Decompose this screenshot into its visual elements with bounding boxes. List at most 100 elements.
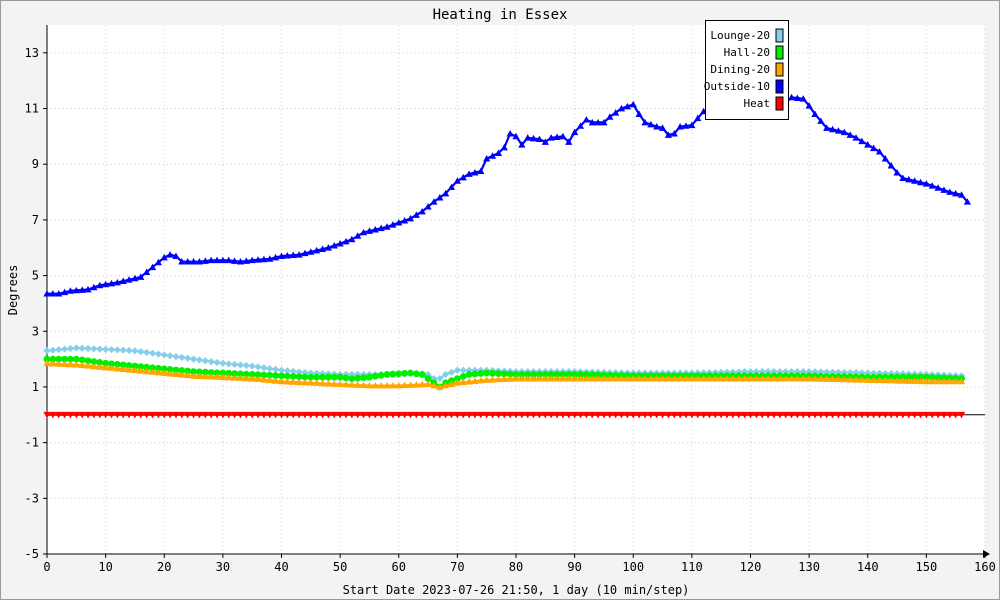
data-point: [307, 373, 315, 381]
data-point: [72, 411, 80, 419]
data-point: [459, 411, 467, 419]
data-point: [371, 381, 379, 389]
data-point: [729, 374, 737, 382]
data-point: [283, 411, 291, 419]
data-point: [201, 357, 209, 365]
data-point: [207, 358, 215, 366]
data-point: [143, 363, 151, 371]
data-point: [236, 361, 245, 369]
data-point: [102, 280, 110, 288]
data-point: [160, 369, 168, 376]
data-point: [266, 371, 274, 379]
data-point: [172, 366, 180, 374]
data-point: [354, 381, 362, 388]
data-point: [559, 132, 567, 140]
data-point: [365, 411, 374, 419]
data-point: [49, 411, 57, 419]
data-point: [231, 360, 239, 368]
data-point: [189, 258, 198, 265]
data-point: [424, 380, 432, 388]
data-point: [184, 371, 192, 379]
data-point: [289, 378, 297, 385]
data-point: [723, 368, 731, 376]
data-point: [354, 411, 362, 419]
data-point: [371, 226, 379, 233]
data-point: [283, 372, 291, 380]
data-point: [436, 374, 444, 383]
data-point: [735, 368, 743, 376]
data-point: [723, 411, 731, 419]
data-point: [266, 364, 274, 373]
data-point: [870, 376, 878, 384]
legend-label: Outside-10: [704, 80, 770, 93]
y-tick-label: 5: [32, 269, 39, 283]
data-point: [565, 374, 573, 382]
data-point: [641, 411, 649, 419]
data-point: [207, 373, 215, 380]
x-axis-label: Start Date 2023-07-26 21:50, 1 day (10 m…: [343, 583, 690, 597]
x-tick-label: 80: [509, 560, 523, 574]
data-point: [594, 118, 602, 126]
data-point: [811, 110, 819, 117]
data-point: [852, 134, 860, 141]
data-point: [612, 374, 620, 382]
data-point: [137, 363, 145, 371]
data-point: [119, 346, 127, 354]
data-point: [588, 374, 596, 382]
data-point: [260, 364, 268, 372]
data-point: [518, 141, 526, 148]
data-point: [148, 368, 157, 375]
data-point: [817, 411, 825, 419]
data-point: [881, 411, 889, 419]
data-point: [196, 368, 203, 376]
data-point: [500, 411, 508, 419]
data-point: [817, 117, 825, 124]
data-point: [952, 189, 960, 197]
data-point: [301, 249, 309, 257]
data-point: [746, 374, 755, 382]
data-point: [799, 374, 807, 382]
data-point: [870, 411, 878, 419]
data-point: [84, 285, 92, 293]
legend-swatch: [775, 62, 784, 77]
data-point: [272, 253, 280, 261]
data-point: [506, 370, 514, 378]
data-point: [113, 278, 121, 286]
data-point: [49, 359, 57, 367]
data-point: [172, 370, 180, 378]
data-point: [125, 411, 133, 419]
data-point: [354, 232, 362, 239]
data-point: [811, 411, 819, 419]
data-point: [72, 344, 80, 352]
data-point: [963, 198, 972, 205]
data-point: [143, 367, 151, 375]
data-point: [512, 132, 520, 140]
data-point: [395, 381, 403, 389]
data-point: [911, 177, 919, 184]
data-point: [49, 346, 57, 354]
data-point: [899, 174, 907, 182]
data-point: [160, 411, 168, 419]
data-point: [137, 273, 145, 280]
data-point: [266, 411, 274, 419]
x-tick-label: 110: [681, 560, 703, 574]
legend: Lounge-20 Hall-20 Dining-20 Outside-10 Heat: [704, 20, 789, 120]
data-point: [887, 376, 895, 384]
data-point: [383, 371, 391, 378]
data-point: [688, 121, 696, 129]
x-tick-label: 50: [333, 560, 347, 574]
data-point: [770, 411, 778, 419]
data-point: [365, 227, 374, 234]
data-point: [289, 411, 297, 419]
data-point: [705, 374, 714, 382]
data-point: [535, 135, 544, 143]
data-point: [383, 411, 391, 419]
data-point: [582, 411, 590, 419]
data-point: [149, 364, 156, 372]
data-point: [682, 411, 690, 419]
data-point: [858, 411, 866, 419]
data-point: [107, 279, 116, 287]
data-point: [78, 286, 86, 293]
data-point: [641, 118, 649, 126]
